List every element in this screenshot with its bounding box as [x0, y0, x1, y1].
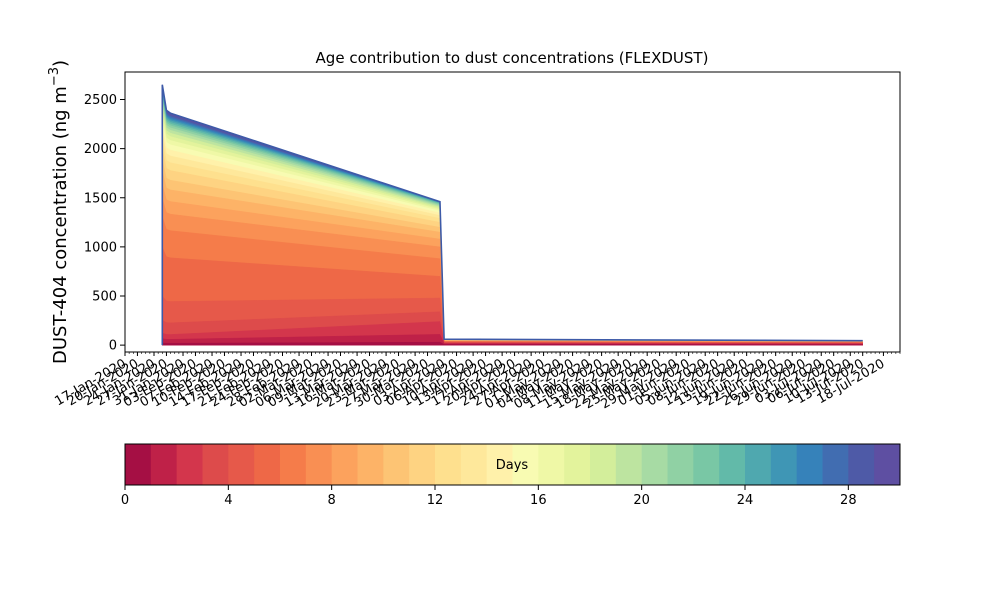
- colorbar-tick-label: 28: [840, 493, 857, 508]
- colorbar-tick-label: 24: [737, 493, 754, 508]
- colorbar-cell: [564, 444, 591, 485]
- colorbar-cell: [254, 444, 281, 485]
- colorbar-cell: [745, 444, 772, 485]
- colorbar-cell: [357, 444, 384, 485]
- colorbar-cell: [538, 444, 565, 485]
- colorbar-cell: [409, 444, 436, 485]
- colorbar-cell: [874, 444, 901, 485]
- x-axis-ticks: 17-Jan-202020-Jan-202024-Jan-202027-Jan-…: [52, 352, 901, 412]
- colorbar-cell: [822, 444, 849, 485]
- colorbar-cell: [641, 444, 668, 485]
- colorbar-cell: [435, 444, 462, 485]
- colorbar-cell: [176, 444, 203, 485]
- y-axis-label-exponent: −3: [47, 67, 62, 86]
- colorbar-cells: [125, 444, 901, 485]
- colorbar-cell: [512, 444, 539, 485]
- colorbar-cell: [331, 444, 358, 485]
- y-tick-label: 2500: [84, 93, 117, 108]
- colorbar-cell: [770, 444, 798, 485]
- y-tick-label: 1000: [84, 240, 117, 255]
- colorbar-cell: [150, 444, 178, 485]
- colorbar-tick-label: 4: [224, 493, 232, 508]
- y-tick-label: 2000: [84, 142, 117, 157]
- plot-frame: [124, 71, 901, 353]
- colorbar-tick-label: 8: [328, 493, 336, 508]
- total-outline: [161, 84, 863, 346]
- age-area-layers: [161, 84, 863, 346]
- colorbar-cell: [796, 444, 823, 485]
- colorbar-tick-label: 12: [427, 493, 444, 508]
- colorbar-cell: [486, 444, 513, 485]
- colorbar-cell: [719, 444, 746, 485]
- colorbar-tick-label: 20: [633, 493, 650, 508]
- colorbar-cell: [693, 444, 720, 485]
- colorbar-cell: [305, 444, 333, 485]
- colorbar-label: Days: [496, 458, 529, 473]
- colorbar-cell: [383, 444, 410, 485]
- colorbar-frame: [124, 443, 901, 486]
- y-tick-label: 0: [109, 339, 117, 354]
- colorbar-cell: [615, 444, 643, 485]
- colorbar-cell: [280, 444, 307, 485]
- y-axis-label-main: DUST-404 concentration (ng m: [50, 86, 71, 364]
- colorbar-cell: [667, 444, 694, 485]
- colorbar-ticks: 0 4 8 12 16 20 24 28: [121, 485, 857, 508]
- y-tick-label: 500: [92, 290, 117, 305]
- age-colorbar: Days 0 4 8 12 16 20 24 28: [121, 443, 901, 508]
- colorbar-cell: [228, 444, 255, 485]
- y-tick-label: 1500: [84, 191, 117, 206]
- age-layer-day-0: [162, 341, 863, 346]
- colorbar-cell: [590, 444, 617, 485]
- y-axis-label-close: ): [50, 60, 71, 67]
- colorbar-cell: [848, 444, 875, 485]
- y-axis-label: DUST-404 concentration (ng m−3): [47, 60, 71, 364]
- colorbar-cell: [460, 444, 488, 485]
- colorbar-tick-label: 0: [121, 493, 129, 508]
- chart-title: Age contribution to dust concentrations …: [316, 49, 709, 67]
- colorbar-tick-label: 16: [530, 493, 547, 508]
- colorbar-cell: [125, 444, 152, 485]
- colorbar-cell: [202, 444, 229, 485]
- y-axis-ticks: 0 500 1000 1500 2000 2500: [84, 93, 125, 354]
